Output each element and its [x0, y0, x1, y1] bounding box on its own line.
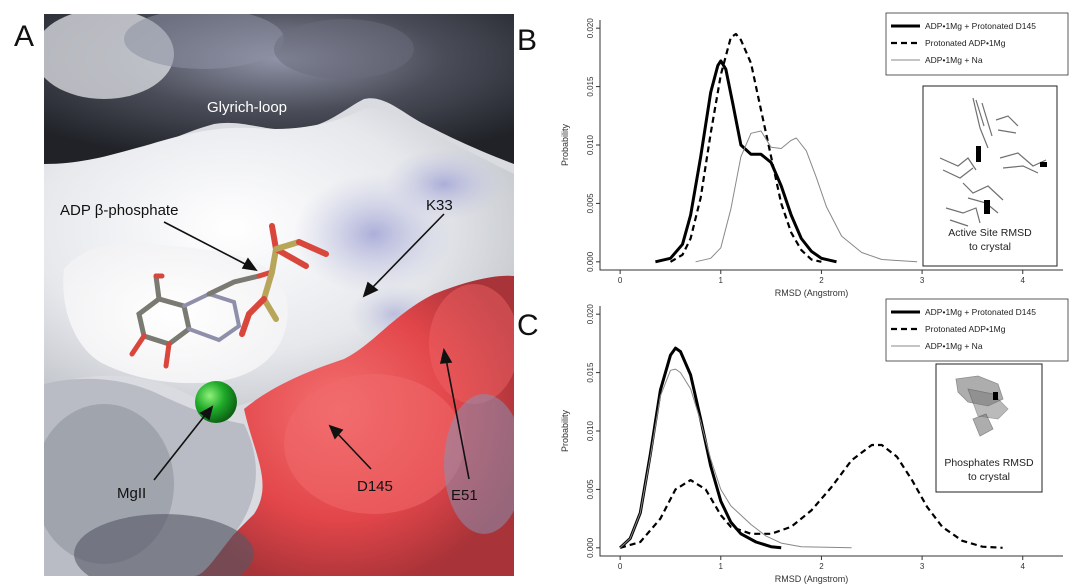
legend-label-series-3: ADP•1Mg + Na [925, 55, 983, 65]
inset-caption-line-2: to crystal [968, 471, 1010, 483]
inset-caption-line-1: Active Site RMSD [948, 227, 1032, 239]
series-line-2 [669, 32, 822, 263]
chart-c-legend: ADP•1Mg + Protonated D145 Protonated ADP… [885, 298, 1069, 362]
inset-caption-line-2: to crystal [969, 241, 1011, 253]
y-tick-label: 0.005 [586, 479, 595, 500]
x-tick-label: 3 [920, 276, 925, 285]
molecular-surface-image: Glyrich-loop ADP β-phosphate K33 E51 D14… [44, 14, 514, 576]
inset-frame [922, 85, 1058, 267]
k33-arrow [370, 213, 445, 290]
y-axis-title: Probability [560, 409, 570, 452]
y-tick-label: 0.015 [586, 362, 595, 383]
axis-frame [599, 306, 1063, 557]
x-tick-label: 4 [1021, 562, 1026, 571]
glyrich-loop-label: Glyrich-loop [207, 99, 287, 116]
magnesium-ion [195, 381, 237, 423]
axis-frame [599, 20, 1063, 271]
y-tick-label: 0.015 [586, 76, 595, 97]
legend-label-series-2: Protonated ADP•1Mg [925, 38, 1006, 48]
x-tick-label: 2 [819, 276, 824, 285]
chart-c-series [619, 346, 1003, 550]
k33-label: K33 [426, 197, 453, 214]
chart-c: 0 1 2 3 4 0.000 0.005 0.010 0.015 0.020 RMSD (Angs… [560, 298, 1069, 584]
adp-beta-phosphate-label: ADP β-phosphate [60, 202, 178, 219]
y-tick-label: 0.000 [586, 251, 595, 272]
series-line-3 [619, 368, 852, 549]
series-line-3 [695, 130, 918, 263]
legend-label-series-3: ADP•1Mg + Na [925, 341, 983, 351]
panel-a-label: A [14, 20, 35, 53]
legend-label-series-2: Protonated ADP•1Mg [925, 324, 1006, 334]
chart-b-legend: ADP•1Mg + Protonated D145 Protonated ADP… [885, 12, 1069, 76]
series-line-1 [619, 346, 782, 550]
mgii-arrow [153, 413, 207, 481]
series-line-1 [655, 59, 837, 264]
legend-label-series-1: ADP•1Mg + Protonated D145 [925, 307, 1036, 317]
x-tick-label: 0 [618, 562, 623, 571]
legend-label-series-1: ADP•1Mg + Protonated D145 [925, 21, 1036, 31]
e51-arrow [445, 358, 470, 480]
chart-c-axes: 0 1 2 3 4 0.000 0.005 0.010 0.015 0.020 RMSD (Angs… [560, 304, 1063, 584]
chart-b-series [655, 32, 918, 264]
chart-b-inset: Active Site RMSD to crystal [922, 85, 1058, 267]
y-tick-label: 0.020 [586, 304, 595, 325]
inset-mark [993, 392, 998, 400]
chart-c-inset: Phosphates RMSD to crystal [935, 363, 1043, 493]
d145-label: D145 [357, 478, 393, 495]
x-tick-label: 1 [719, 562, 724, 571]
chart-b: 0 1 2 3 4 0.000 0.005 0.010 0.015 0.020 RMSD (Angs… [560, 12, 1069, 298]
y-tick-label: 0.020 [586, 18, 595, 39]
mgii-label: MgII [117, 485, 146, 502]
x-tick-label: 4 [1021, 276, 1026, 285]
panel-b-label: B [517, 24, 538, 57]
inset-mark [976, 146, 981, 162]
x-axis-title: RMSD (Angstrom) [775, 574, 849, 584]
y-tick-label: 0.005 [586, 193, 595, 214]
e51-label: E51 [451, 487, 478, 504]
chart-b-axes: 0 1 2 3 4 0.000 0.005 0.010 0.015 0.020 RMSD (Angs… [560, 18, 1063, 298]
d145-arrow [335, 431, 372, 470]
inset-mark [1040, 162, 1047, 167]
x-tick-label: 1 [719, 276, 724, 285]
y-tick-label: 0.010 [586, 134, 595, 155]
inset-mark [984, 200, 990, 214]
x-axis-title: RMSD (Angstrom) [775, 288, 849, 298]
y-tick-label: 0.000 [586, 537, 595, 558]
y-tick-label: 0.010 [586, 420, 595, 441]
x-tick-label: 2 [819, 562, 824, 571]
adp-arrow [163, 221, 250, 267]
inset-structure-image [955, 375, 1009, 437]
y-axis-title: Probability [560, 123, 570, 166]
x-tick-label: 0 [618, 276, 623, 285]
panel-c-label: C [517, 309, 539, 342]
inset-caption-line-1: Phosphates RMSD [944, 457, 1034, 469]
series-line-2 [619, 443, 1003, 549]
x-tick-label: 3 [920, 562, 925, 571]
inset-structure-image [939, 97, 1047, 227]
